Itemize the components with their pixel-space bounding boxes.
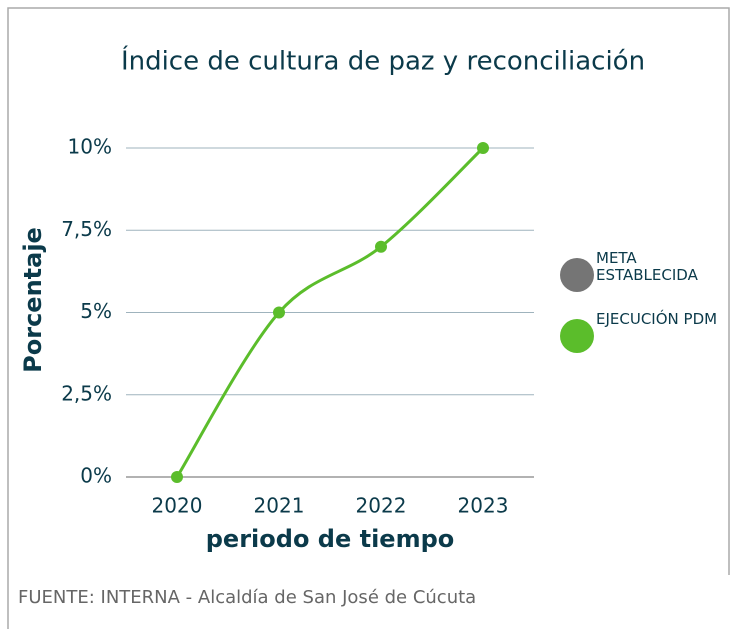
y-tick-label: 2,5%	[61, 381, 112, 405]
x-tick-label: 2020	[152, 494, 203, 518]
source-note: FUENTE: INTERNA - Alcaldía de San José d…	[18, 587, 476, 608]
chart-title: Índice de cultura de paz y reconciliació…	[121, 45, 645, 77]
legend-label: EJECUCIÓN PDM	[596, 310, 718, 328]
y-tick-label: 10%	[68, 135, 112, 159]
series-line	[175, 146, 485, 478]
frame	[7, 7, 730, 629]
y-tick-label: 7,5%	[61, 217, 112, 241]
y-axis-title: Porcentaje	[19, 227, 47, 373]
data-point	[171, 471, 183, 483]
legend-swatch	[560, 258, 594, 292]
x-tick-label: 2023	[458, 494, 509, 518]
y-tick-label: 0%	[80, 464, 112, 488]
legend-swatch	[560, 319, 594, 353]
legend-label: META ESTABLECIDA	[596, 249, 698, 284]
y-tick-label: 5%	[80, 299, 112, 323]
x-tick-label: 2021	[254, 494, 305, 518]
data-point	[273, 306, 285, 319]
data-point	[375, 240, 387, 253]
x-axis-title: periodo de tiempo	[206, 525, 455, 553]
data-point	[477, 142, 489, 154]
x-tick-label: 2022	[356, 494, 407, 518]
